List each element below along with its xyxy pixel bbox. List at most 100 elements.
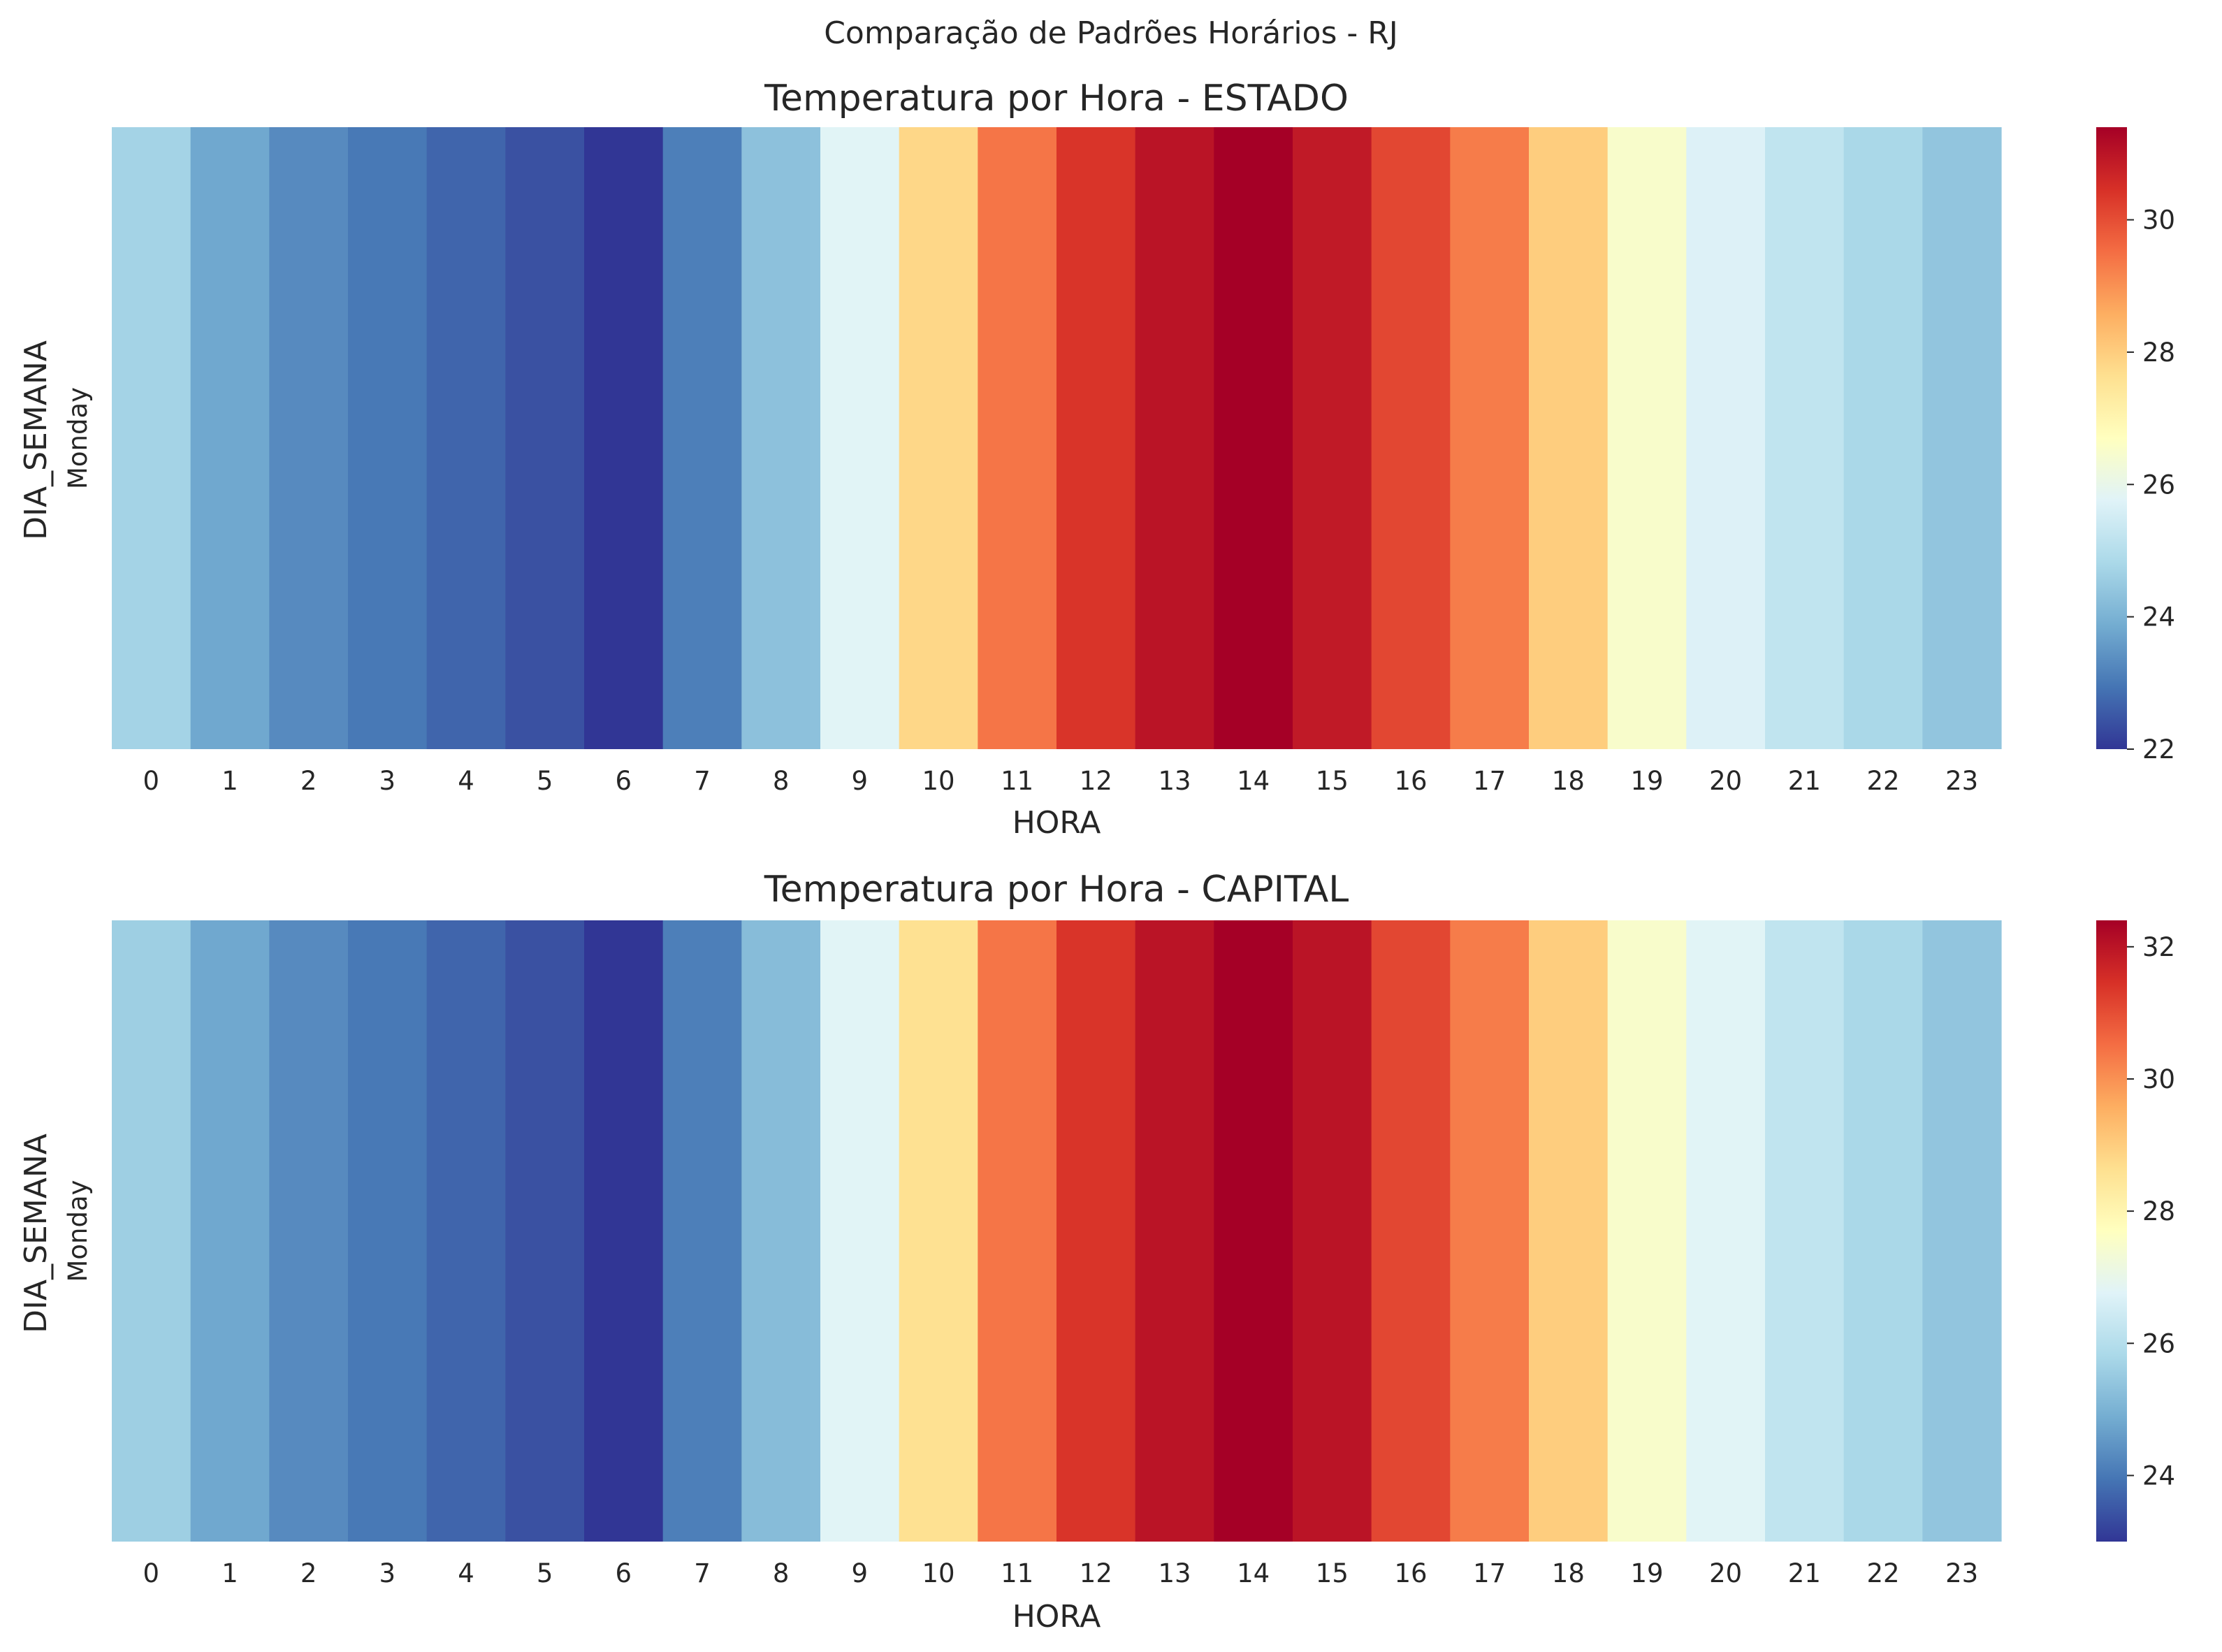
panel-title: Temperatura por Hora - ESTADO xyxy=(764,78,1349,119)
x-tick-label: 9 xyxy=(852,1558,869,1588)
heatmap-cell xyxy=(1056,920,1136,1542)
heatmap-cell xyxy=(348,920,428,1542)
x-tick-label: 14 xyxy=(1237,1558,1270,1588)
x-tick-label: 22 xyxy=(1866,1558,1899,1588)
heatmap-cell xyxy=(1293,127,1372,749)
heatmap-cell xyxy=(1371,127,1451,749)
heatmap-cell xyxy=(1843,127,1923,749)
y-tick-labels: Monday xyxy=(63,387,93,489)
heatmap-cell xyxy=(820,127,900,749)
heatmap-cell xyxy=(1765,127,1845,749)
x-tick-label: 7 xyxy=(694,1558,711,1588)
x-tick-label: 22 xyxy=(1866,766,1899,796)
heatmap-cell xyxy=(1056,127,1136,749)
heatmap-cell xyxy=(1135,920,1214,1542)
heatmap-cell xyxy=(978,127,1057,749)
heatmap-cell xyxy=(426,920,506,1542)
heatmap-cell xyxy=(112,127,191,749)
x-axis-label: HORA xyxy=(1012,1599,1101,1635)
x-tick-label: 4 xyxy=(458,766,474,796)
heatmap-cells xyxy=(112,920,2002,1542)
colorbar-tick-label: 26 xyxy=(2142,470,2175,500)
heatmap-cell xyxy=(1450,127,1530,749)
x-tick-label: 17 xyxy=(1473,1558,1506,1588)
y-axis-label: DIA_SEMANA xyxy=(18,340,54,540)
heatmap-cell xyxy=(1135,127,1214,749)
heatmap-cell xyxy=(1529,920,1609,1542)
heatmap-cell xyxy=(741,920,821,1542)
x-tick-label: 2 xyxy=(300,1558,317,1588)
x-tick-labels: 0 1 2 3 4 5 6 7 8 9 10 11 12 13 14 15 16 17 18 19 20 21 22 23 xyxy=(143,766,1979,796)
heatmap-cell xyxy=(1922,920,2002,1542)
heatmap-cell xyxy=(348,127,428,749)
heatmap-cell xyxy=(741,127,821,749)
y-tick-labels: Monday xyxy=(63,1180,93,1282)
heatmap-cell xyxy=(112,920,191,1542)
x-tick-label: 12 xyxy=(1080,1558,1112,1588)
x-tick-label: 15 xyxy=(1316,1558,1349,1588)
x-tick-label: 11 xyxy=(1001,766,1033,796)
x-tick-label: 16 xyxy=(1394,766,1427,796)
x-tick-label: 8 xyxy=(773,1558,790,1588)
heatmap-cell xyxy=(269,920,349,1542)
x-tick-label: 12 xyxy=(1080,766,1112,796)
heatmap-cell xyxy=(190,127,270,749)
heatmap-cell xyxy=(1843,920,1923,1542)
heatmap-cell xyxy=(1529,127,1609,749)
heatmap-cell xyxy=(1607,920,1687,1542)
y-tick-label: Monday xyxy=(63,387,93,489)
x-tick-label: 16 xyxy=(1394,1558,1427,1588)
x-tick-label: 13 xyxy=(1158,1558,1191,1588)
colorbar-gradient xyxy=(2096,127,2127,749)
x-tick-label: 23 xyxy=(1945,766,1978,796)
heatmap-cell xyxy=(505,127,585,749)
x-tick-label: 9 xyxy=(852,766,869,796)
x-tick-label: 7 xyxy=(694,766,711,796)
heatmap-cell xyxy=(1765,920,1845,1542)
colorbar: 22 24 26 28 30 xyxy=(2096,127,2175,765)
y-axis-label: DIA_SEMANA xyxy=(18,1133,54,1333)
x-tick-label: 13 xyxy=(1158,766,1191,796)
colorbar-tick-label: 24 xyxy=(2142,1461,2175,1491)
heatmap-cell xyxy=(505,920,585,1542)
x-tick-label: 6 xyxy=(616,766,632,796)
heatmap-cell xyxy=(190,920,270,1542)
heatmap-cell xyxy=(1686,127,1766,749)
heatmap-cell xyxy=(269,127,349,749)
heatmap-cell xyxy=(899,127,978,749)
heatmap-cell xyxy=(899,920,978,1542)
x-tick-label: 21 xyxy=(1788,1558,1821,1588)
heatmap-cell xyxy=(1922,127,2002,749)
x-tick-label: 19 xyxy=(1630,766,1663,796)
colorbar: 24 26 28 30 32 xyxy=(2096,920,2175,1542)
x-tick-label: 6 xyxy=(616,1558,632,1588)
heatmap-cell xyxy=(1450,920,1530,1542)
x-tick-label: 4 xyxy=(458,1558,474,1588)
colorbar-tick-label: 30 xyxy=(2142,205,2175,236)
x-tick-label: 17 xyxy=(1473,766,1506,796)
colorbar-tick-label: 24 xyxy=(2142,602,2175,632)
x-tick-label: 23 xyxy=(1945,1558,1978,1588)
colorbar-tick-label: 30 xyxy=(2142,1064,2175,1094)
x-tick-label: 10 xyxy=(922,766,954,796)
colorbar-tick-label: 28 xyxy=(2142,1196,2175,1226)
colorbar-gradient xyxy=(2096,920,2127,1542)
x-tick-label: 0 xyxy=(143,766,160,796)
heatmap-cell xyxy=(584,920,664,1542)
heatmap-cell xyxy=(1371,920,1451,1542)
figure-suptitle: Comparação de Padrões Horários - RJ xyxy=(824,15,1398,51)
heatmap-cell xyxy=(1686,920,1766,1542)
x-tick-labels: 0 1 2 3 4 5 6 7 8 9 10 11 12 13 14 15 16 17 18 19 20 21 22 23 xyxy=(143,1558,1979,1588)
x-tick-label: 14 xyxy=(1237,766,1270,796)
x-tick-label: 5 xyxy=(537,766,553,796)
x-tick-label: 20 xyxy=(1709,766,1742,796)
heatmap-cell xyxy=(978,920,1057,1542)
heatmap-cell xyxy=(820,920,900,1542)
colorbar-tick-label: 26 xyxy=(2142,1328,2175,1358)
heatmap-cell xyxy=(1293,920,1372,1542)
heatmap-cell xyxy=(662,127,742,749)
heatmap-cell xyxy=(1607,127,1687,749)
